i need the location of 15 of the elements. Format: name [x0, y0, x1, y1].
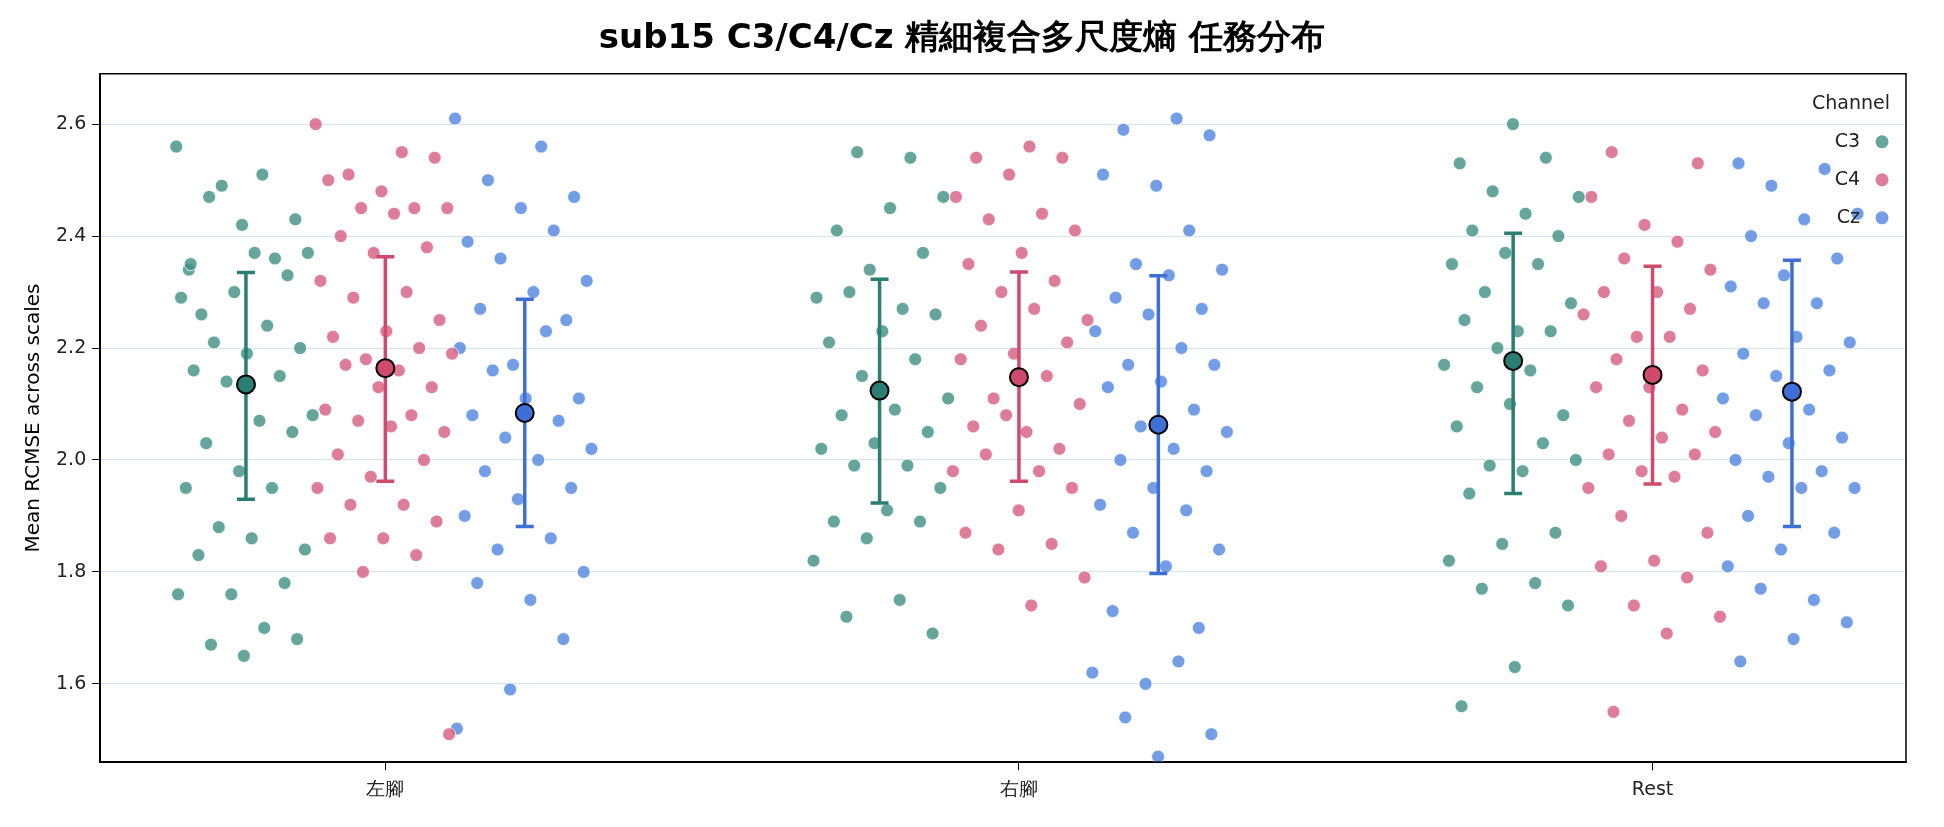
x-tick-label: Rest [1631, 776, 1674, 799]
x-tick-label: 右腳 [999, 776, 1038, 799]
y-tick-label: 1.8 [56, 558, 87, 581]
x-tick-label: 左腳 [366, 776, 405, 799]
y-tick-label: 2.4 [56, 223, 87, 246]
y-tick-label: 2.2 [56, 334, 87, 357]
y-tick-label: 1.6 [56, 670, 87, 693]
y-axis-title: Mean RCMSE across scales [20, 283, 45, 553]
legend-title: Channel [1811, 90, 1890, 113]
y-tick-label: 2.6 [56, 111, 87, 134]
legend-label: C3 [1834, 128, 1860, 151]
legend-label: C4 [1834, 166, 1860, 189]
legend-label: Cz [1836, 204, 1861, 227]
chart-title: sub15 C3/C4/Cz 精細複合多尺度熵 任務分布 [598, 16, 1326, 57]
y-tick-label: 2.0 [56, 446, 87, 469]
